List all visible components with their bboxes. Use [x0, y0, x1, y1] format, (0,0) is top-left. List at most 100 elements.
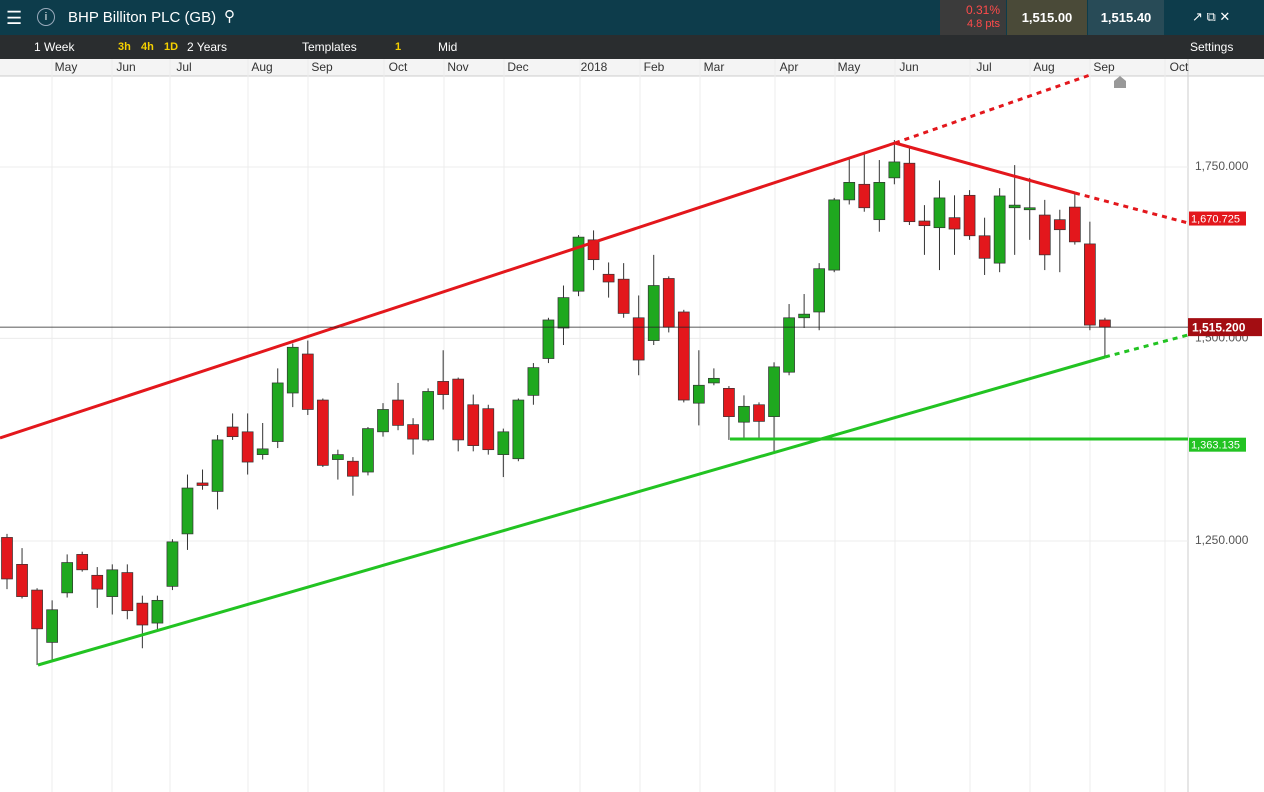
x-tick-label: Jul [976, 60, 991, 74]
price-tag [1189, 437, 1246, 452]
candle-body [482, 408, 495, 451]
candle-body [121, 572, 134, 612]
candle-body [166, 541, 179, 587]
candle-body [1038, 214, 1051, 256]
candle-body [798, 313, 810, 319]
candle-body [1008, 204, 1021, 209]
price-type[interactable]: Mid [438, 40, 458, 54]
candle-body [918, 220, 931, 227]
candle-body [407, 424, 419, 440]
count[interactable]: 1 [395, 41, 402, 53]
candle-body [301, 353, 314, 410]
time-axis-bg [0, 59, 1264, 76]
trend-line [1074, 191, 1189, 225]
candle-body [828, 199, 841, 271]
candle-body [617, 278, 630, 314]
candle-body [783, 317, 795, 373]
scroll-icon[interactable] [1114, 76, 1126, 88]
interval[interactable]: 1 Week [34, 40, 75, 54]
price-tag-label: 1,670.725 [1191, 213, 1240, 225]
candle-body [1023, 207, 1036, 211]
change-pts: 4.8 pts [966, 18, 1000, 30]
candle-body [677, 311, 690, 401]
candle-body [572, 236, 585, 292]
trend-line [894, 141, 1076, 195]
menu-button[interactable]: ☰ [6, 8, 23, 28]
candle-body [452, 378, 465, 441]
candle-body [1099, 319, 1111, 328]
candle-body [211, 439, 224, 492]
candle-body [106, 569, 119, 597]
candle-body [1, 537, 13, 580]
candle-body [31, 589, 43, 630]
candle-body [858, 183, 871, 209]
info-button[interactable]: i [37, 8, 55, 26]
candle-body [557, 297, 570, 329]
x-tick-label: Aug [1033, 60, 1054, 74]
y-tick-label: 1,750.000 [1195, 159, 1249, 173]
x-tick-label: Oct [1170, 60, 1189, 74]
x-tick-label: Jul [176, 60, 191, 74]
candle-body [362, 428, 374, 473]
window-controls[interactable]: ↗ ⧉ ✕ [1192, 9, 1231, 24]
candle-body [377, 409, 389, 433]
x-tick-label: Nov [447, 60, 468, 74]
candle-body [46, 609, 58, 643]
candle-body [602, 273, 615, 283]
candle-body [527, 367, 540, 396]
candle-body [903, 162, 916, 223]
candle-body [256, 448, 269, 455]
candle-body [873, 182, 886, 221]
candle-body [843, 182, 856, 201]
candle-body [692, 384, 705, 404]
candle-body [1084, 243, 1096, 326]
x-tick-label: Jun [116, 60, 135, 74]
instrument-title: BHP Billiton PLC (GB) [68, 9, 217, 26]
candle-body [587, 239, 600, 261]
candle-body [467, 404, 480, 446]
trend-lines [0, 73, 1189, 667]
candle-body [332, 454, 344, 460]
title-bar: ☰ i BHP Billiton PLC (GB) ⚲ 0.31% 4.8 pt… [0, 0, 1264, 35]
candle-body [632, 317, 645, 361]
price-tag-label: 1,363.135 [1191, 440, 1240, 452]
x-tick-label: May [55, 60, 78, 74]
candle-body [723, 388, 735, 417]
range[interactable]: 2 Years [187, 40, 228, 54]
candle-body [497, 431, 510, 455]
trend-line [1104, 333, 1189, 359]
x-tick-label: Aug [251, 60, 272, 74]
settings[interactable]: Settings [1190, 40, 1234, 54]
candle-body [241, 431, 254, 463]
candle-body [512, 399, 525, 460]
candle-body [316, 399, 329, 466]
candle-body [993, 195, 1006, 264]
last-price-box [1188, 318, 1262, 337]
x-tick-label: 2018 [581, 60, 608, 74]
sell-button[interactable]: 1,515.00 [1007, 0, 1087, 35]
change-box: 0.31% 4.8 pts [940, 0, 1006, 35]
candle-body [963, 194, 976, 237]
candle-body [76, 554, 89, 571]
quick-interval[interactable]: 3h [118, 41, 131, 53]
last-price-label: 1,515.200 [1192, 320, 1246, 334]
candle-body [422, 391, 434, 441]
toolbar: 1 Week 3h 4h 1D 2 Years Templates 1 Mid … [0, 35, 1264, 59]
search-icon[interactable]: ⚲ [224, 8, 235, 25]
trend-line [894, 73, 1091, 145]
templates[interactable]: Templates [302, 40, 357, 54]
quick-interval[interactable]: 4h [141, 41, 154, 53]
candle-body [136, 602, 149, 626]
candle-body [1053, 219, 1066, 231]
buy-button[interactable]: 1,515.40 [1088, 0, 1164, 35]
x-tick-label: Dec [507, 60, 528, 74]
candle-body [753, 404, 765, 422]
candle-body [196, 482, 209, 486]
candle-body [91, 574, 104, 590]
trend-line [0, 141, 896, 440]
candle-body [392, 399, 404, 426]
quick-interval[interactable]: 1D [164, 41, 179, 53]
candle-body [768, 366, 780, 417]
candle-body [1068, 206, 1081, 243]
